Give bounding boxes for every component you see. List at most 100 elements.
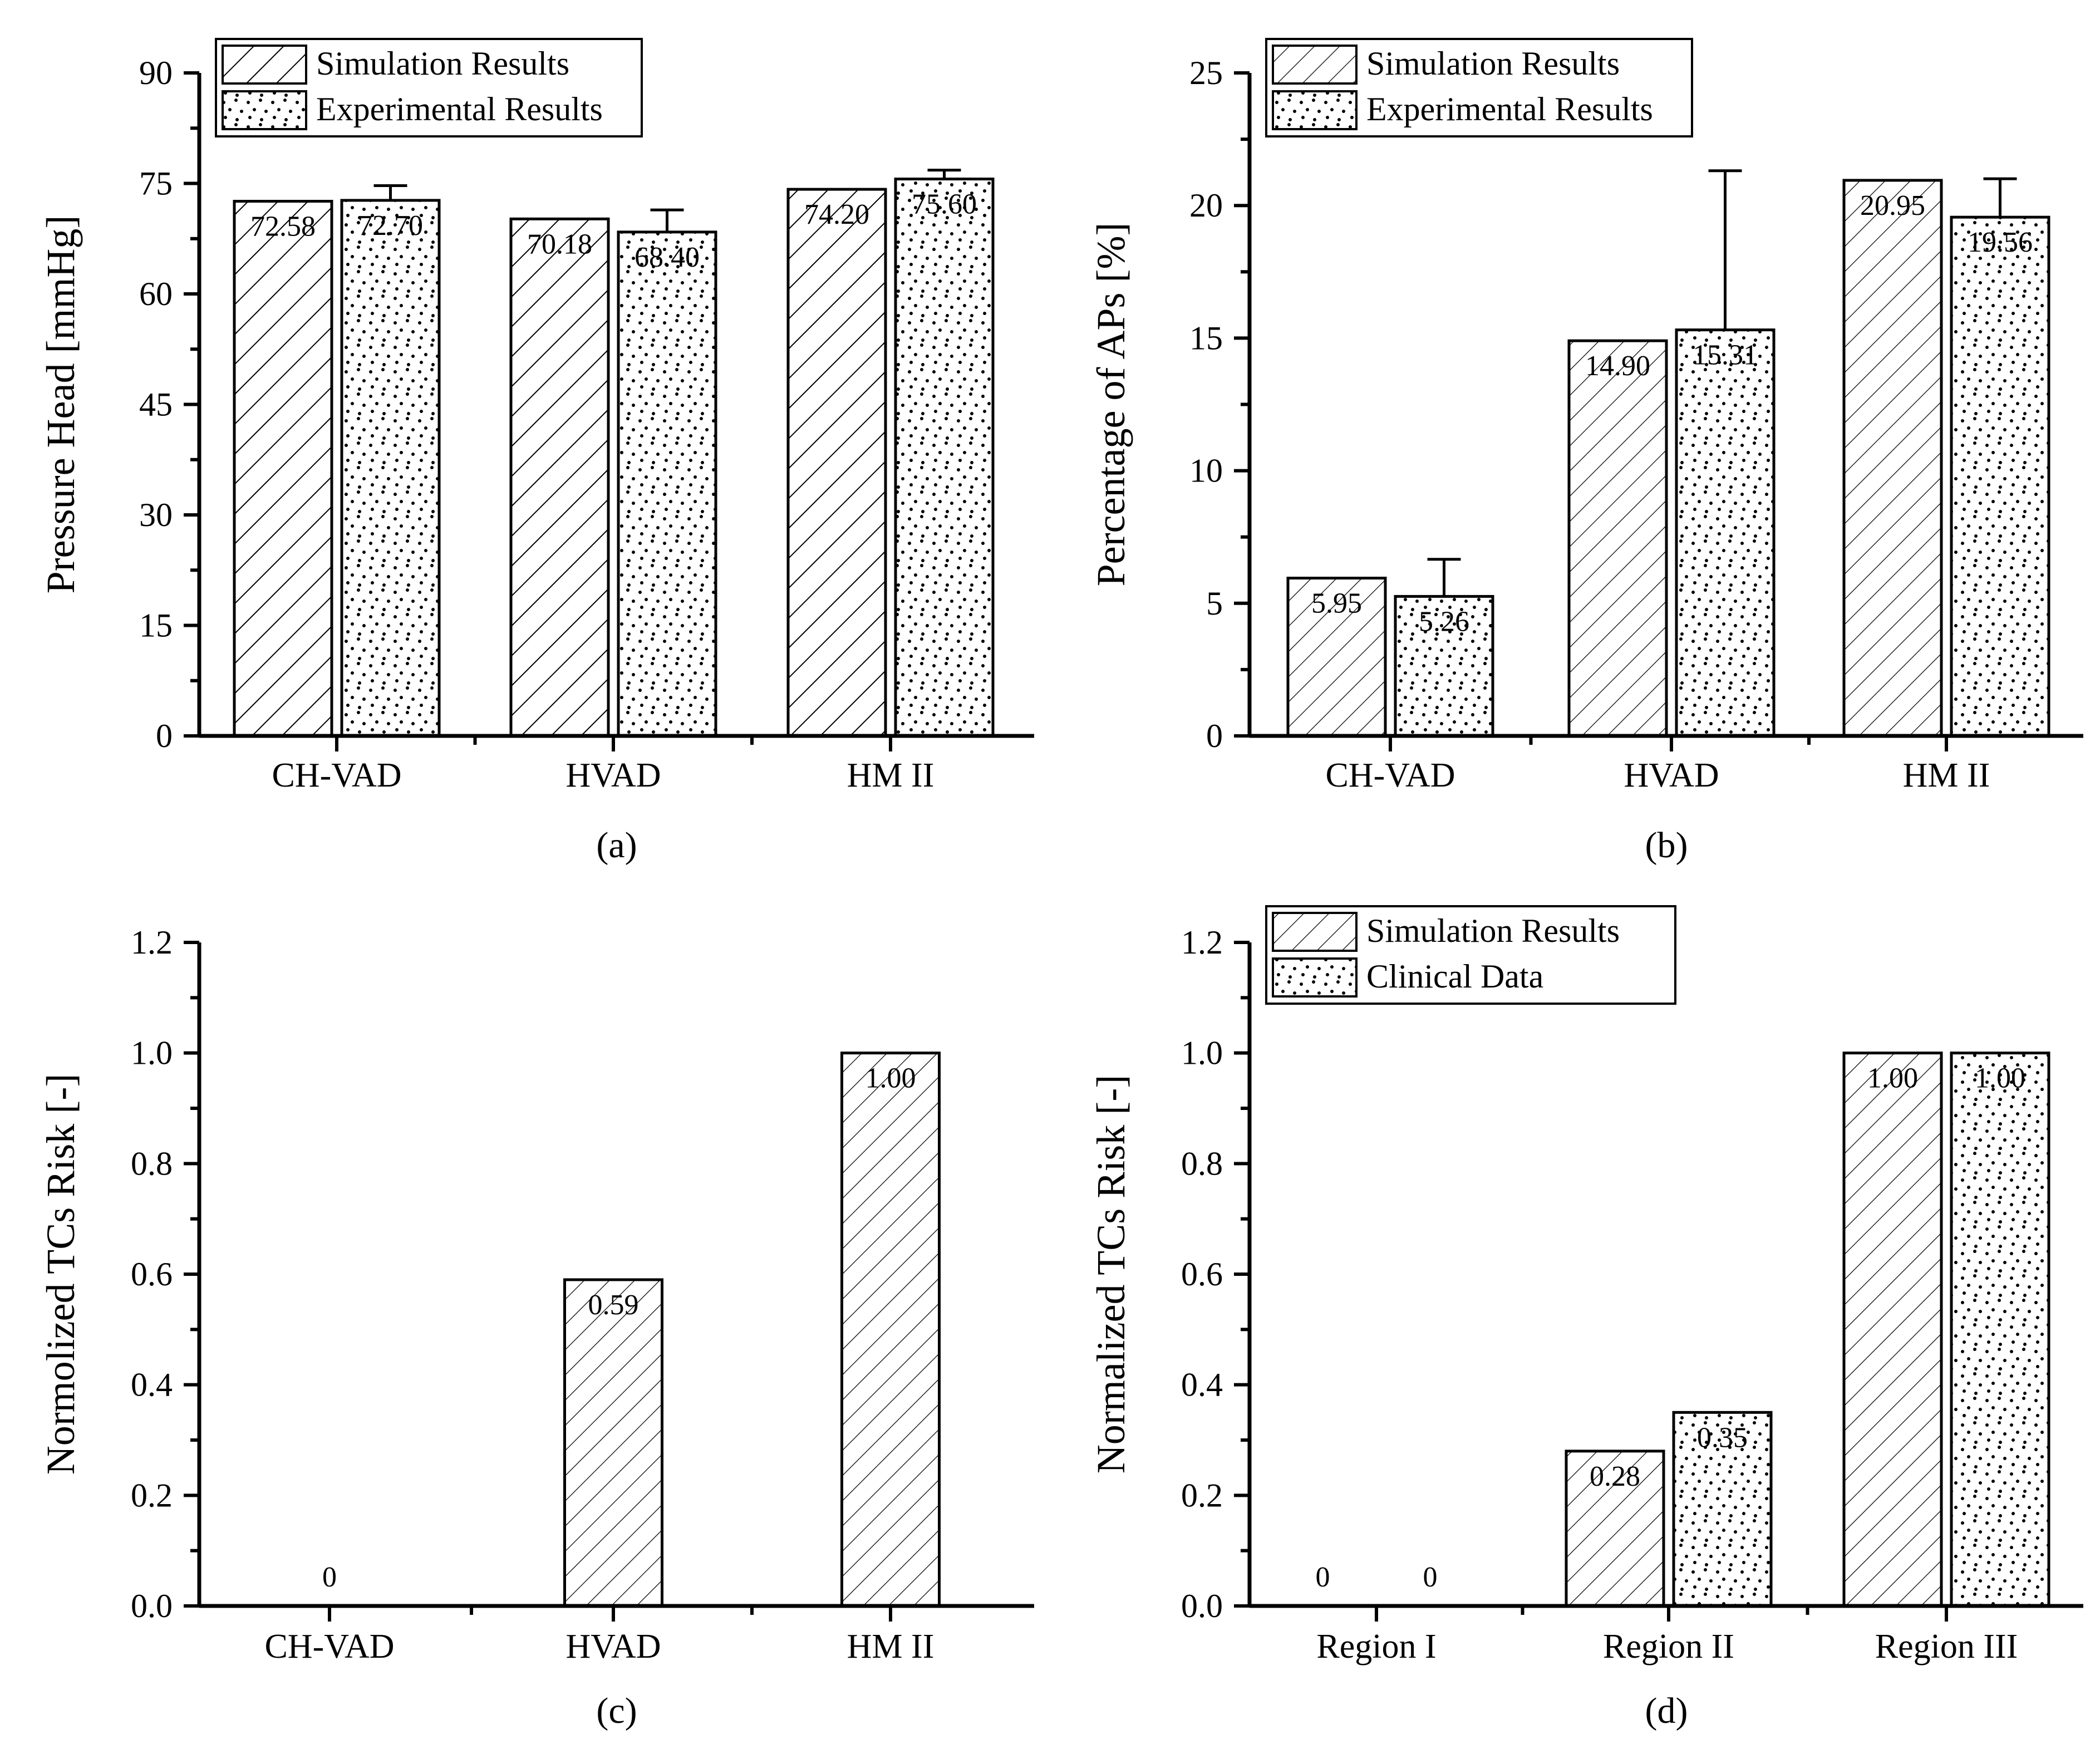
bar [617, 230, 717, 738]
y-tick-label: 1.2 [131, 924, 173, 961]
data-label: 1.00 [1867, 1063, 1918, 1094]
y-tick-label: 90 [139, 55, 173, 91]
bar [233, 200, 333, 738]
data-label: 70.18 [527, 228, 592, 260]
y-tick-label: 0.8 [131, 1145, 173, 1182]
data-label: 0.59 [588, 1289, 639, 1321]
data-label: 0.28 [1590, 1461, 1640, 1492]
legend: Simulation Results Clinical Data [1265, 905, 1676, 1005]
y-tick-label: 5 [1206, 585, 1223, 622]
panel-d: 0 0 0.28 0.35 1.00 1.00 0.0 0.2 0.4 0.6 0.8 1.0 1.2 R… [1089, 905, 2083, 1731]
bar [840, 1052, 941, 1608]
y-tick-label: 15 [1189, 320, 1223, 356]
y-tick-label: 30 [139, 497, 173, 533]
bar [786, 188, 887, 738]
x-tick-label: HM II [847, 1628, 935, 1666]
bar [509, 217, 610, 738]
data-label: 0.35 [1697, 1422, 1748, 1453]
panel-a: 72.58 72.70 70.18 68.40 74.20 75.60 0 15 30 45 60 7… [38, 38, 1034, 866]
legend-swatch [1272, 45, 1358, 85]
data-label: 1.00 [865, 1063, 916, 1094]
y-tick-label: 0 [156, 718, 173, 754]
y-tick-label: 0.0 [131, 1588, 173, 1624]
panel-b: 5.95 5.26 14.90 15.31 20.95 19.56 0 5 10 15 20 25 CH… [1089, 38, 2083, 866]
y-tick-label: 0.4 [1181, 1367, 1223, 1403]
legend-swatch [1272, 912, 1358, 952]
y-tick-label: 0.2 [1181, 1477, 1223, 1514]
panel-label: (b) [1645, 825, 1688, 866]
y-axis-title: Normolized TCs Risk [-] [38, 1074, 83, 1475]
data-label: 0 [1316, 1561, 1330, 1593]
bar [1567, 339, 1668, 738]
y-axis-title: Normalized TCs Risk [-] [1089, 1075, 1133, 1474]
x-tick-label: CH-VAD [264, 1628, 394, 1666]
data-label: 68.40 [635, 242, 700, 273]
x-tick-label: HM II [847, 756, 935, 794]
y-tick-label: 0.8 [1181, 1145, 1223, 1182]
legend: Simulation Results Experimental Results [215, 38, 643, 137]
data-label: 15.31 [1693, 340, 1758, 371]
data-label: 5.26 [1419, 606, 1469, 637]
data-label: 5.95 [1311, 588, 1362, 620]
bar [563, 1278, 663, 1608]
y-tick-label: 1.0 [1181, 1035, 1223, 1072]
bar [894, 178, 995, 738]
data-label: 74.20 [804, 199, 869, 230]
x-tick-label: Region II [1603, 1628, 1734, 1666]
y-tick-label: 0.6 [1181, 1256, 1223, 1293]
data-label: 72.70 [358, 210, 423, 242]
legend: Simulation Results Experimental Results [1265, 38, 1693, 137]
x-tick-label: HVAD [565, 756, 661, 794]
bar [1672, 1411, 1773, 1608]
legend-label: Experimental Results [1366, 91, 1653, 127]
y-tick-label: 45 [139, 386, 173, 423]
y-tick-label: 0.2 [131, 1477, 173, 1514]
legend-label: Simulation Results [1366, 912, 1620, 949]
x-tick-label: Region I [1316, 1628, 1436, 1666]
legend-label: Simulation Results [316, 45, 569, 82]
data-label: 75.60 [912, 189, 977, 220]
data-label: 0 [322, 1561, 337, 1593]
bar [1950, 1052, 2050, 1608]
y-tick-label: 20 [1189, 187, 1223, 224]
data-label: 72.58 [250, 211, 316, 243]
data-label: 0 [1423, 1561, 1438, 1593]
bar [1842, 1052, 1943, 1608]
y-tick-label: 0.0 [1181, 1588, 1223, 1624]
x-tick-label: CH-VAD [1325, 756, 1455, 794]
legend-swatch [222, 90, 307, 130]
y-axis-title: Percentage of APs [%] [1089, 223, 1133, 587]
bar [1286, 577, 1387, 738]
y-tick-label: 75 [139, 165, 173, 202]
y-tick-label: 0.6 [131, 1256, 173, 1293]
x-tick-label: Region III [1875, 1628, 2018, 1666]
bar [1842, 179, 1943, 738]
panel-label: (d) [1645, 1691, 1688, 1731]
legend-label: Simulation Results [1366, 45, 1620, 82]
data-label: 14.90 [1585, 350, 1650, 382]
y-tick-label: 60 [139, 276, 173, 312]
y-axis-title: Pressure Head [mmHg] [38, 215, 83, 594]
bar [1565, 1450, 1665, 1608]
bar [1950, 215, 2050, 738]
x-tick-label: HM II [1903, 756, 1990, 794]
legend-swatch [222, 45, 307, 85]
y-tick-label: 0 [1206, 718, 1223, 754]
x-tick-label: HVAD [1624, 756, 1719, 794]
y-tick-label: 0.4 [131, 1367, 173, 1403]
panel-label: (a) [596, 825, 637, 866]
data-label: 19.56 [1968, 227, 2033, 258]
data-label: 1.00 [1975, 1063, 2025, 1094]
x-tick-label: CH-VAD [272, 756, 401, 794]
y-tick-label: 1.0 [131, 1035, 173, 1072]
legend-label: Clinical Data [1366, 958, 1543, 995]
y-tick-label: 25 [1189, 55, 1223, 91]
bar [340, 199, 441, 738]
panel-label: (c) [596, 1691, 637, 1731]
panel-c: 0 0.59 1.00 0.0 0.2 0.4 0.6 0.8 1.0 1.2 CH-VAD HVAD… [38, 924, 1034, 1731]
bar [1675, 328, 1776, 738]
x-tick-label: HVAD [565, 1628, 661, 1666]
y-tick-label: 15 [139, 607, 173, 644]
legend-swatch [1272, 957, 1358, 998]
